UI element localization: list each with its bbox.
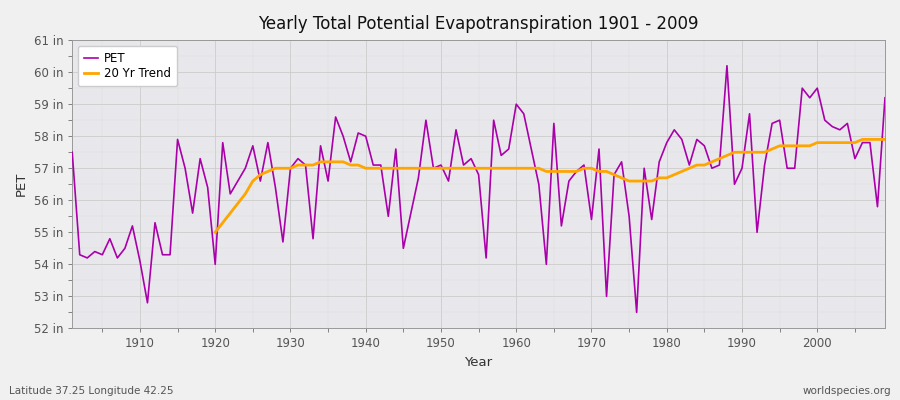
X-axis label: Year: Year (464, 356, 492, 369)
20 Yr Trend (857, 137, 868, 142)
20 Yr Trend (413, 166, 424, 171)
20 Yr Trend (782, 144, 793, 148)
PET (503, 147, 514, 152)
PET (127, 224, 138, 228)
PET (292, 156, 303, 161)
20 Yr Trend (677, 169, 688, 174)
20 Yr Trend (850, 140, 860, 145)
20 Yr Trend (879, 137, 890, 142)
Y-axis label: PET: PET (15, 172, 28, 196)
PET (722, 63, 733, 68)
Text: worldspecies.org: worldspecies.org (803, 386, 891, 396)
Line: 20 Yr Trend: 20 Yr Trend (215, 140, 885, 232)
Line: PET: PET (72, 66, 885, 312)
Title: Yearly Total Potential Evapotranspiration 1901 - 2009: Yearly Total Potential Evapotranspiratio… (258, 15, 699, 33)
PET (511, 102, 522, 106)
PET (879, 95, 890, 100)
PET (67, 150, 77, 155)
PET (631, 310, 642, 315)
20 Yr Trend (210, 230, 220, 235)
Text: Latitude 37.25 Longitude 42.25: Latitude 37.25 Longitude 42.25 (9, 386, 174, 396)
PET (601, 294, 612, 299)
20 Yr Trend (300, 163, 310, 168)
20 Yr Trend (767, 147, 778, 152)
Legend: PET, 20 Yr Trend: PET, 20 Yr Trend (78, 46, 177, 86)
PET (338, 134, 348, 139)
